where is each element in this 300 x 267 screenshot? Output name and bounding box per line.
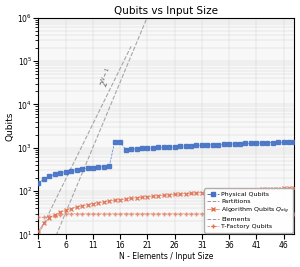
- Title: Qubits vs Input Size: Qubits vs Input Size: [115, 6, 218, 15]
- Legend: Physical Qubits, Partitions, Algorithm Qubits $Q_{alg}$, Elements, T-Factory Qub: Physical Qubits, Partitions, Algorithm Q…: [204, 188, 292, 233]
- Y-axis label: Qubits: Qubits: [6, 111, 15, 141]
- Text: $2^{N-1}$: $2^{N-1}$: [97, 66, 116, 89]
- X-axis label: N - Elements / Input Size: N - Elements / Input Size: [119, 252, 214, 261]
